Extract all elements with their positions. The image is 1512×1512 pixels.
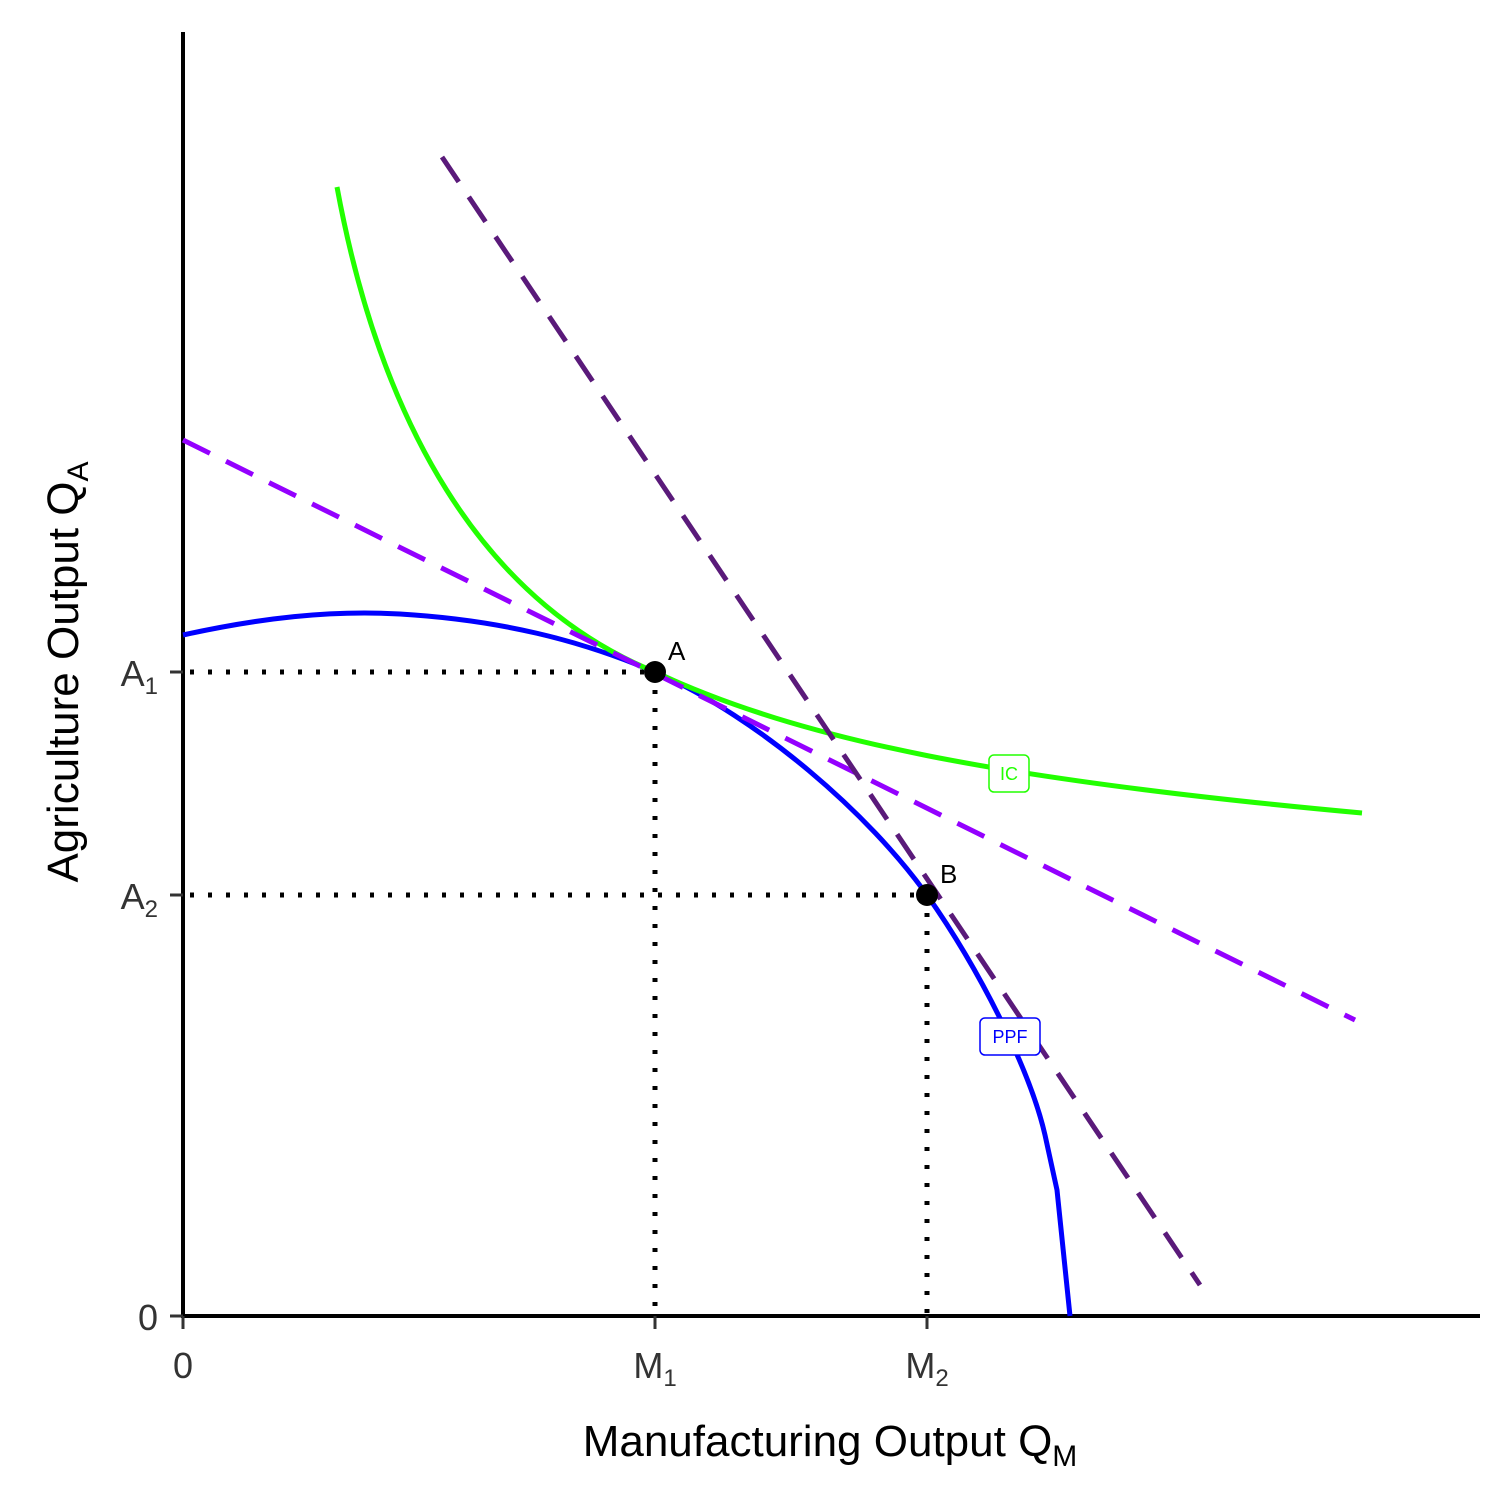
curve-label: PPF (992, 1027, 1027, 1047)
tick-text: A (121, 653, 145, 694)
x-tick-label: M1 (633, 1345, 676, 1392)
y-tick-label: 0 (138, 1297, 158, 1338)
tick-sub: 1 (663, 1365, 676, 1392)
title-text: Agriculture Output Q (39, 481, 88, 882)
point-label: B (940, 859, 957, 889)
tick-sub: 1 (145, 673, 158, 700)
y-tick-label: A1 (121, 653, 158, 700)
point-a (644, 661, 666, 683)
ic-curve (334, 186, 1363, 816)
x-tick-label: M2 (905, 1345, 948, 1392)
label-box (979, 1017, 1041, 1056)
tick-text: M (633, 1345, 663, 1386)
x-tick-label: 0 (173, 1345, 193, 1386)
curve-label: IC (1000, 764, 1018, 784)
point-label: A (668, 636, 686, 666)
tick-text: 0 (138, 1297, 158, 1338)
x-axis-title: Manufacturing Output QM (583, 1417, 1078, 1473)
tick-sub: 2 (935, 1365, 948, 1392)
title-sub: A (62, 461, 95, 481)
point-b (916, 884, 938, 906)
tick-text: M (905, 1345, 935, 1386)
tick-text: A (121, 876, 145, 917)
y-tick-label: A2 (121, 876, 158, 923)
price-line-2 (439, 155, 1203, 1287)
price-line-1 (181, 437, 1357, 1023)
label-box (988, 754, 1030, 793)
tick-text: 0 (173, 1345, 193, 1386)
guides (190, 669, 930, 1316)
title-text: Manufacturing Output Q (583, 1417, 1053, 1466)
tick-marks (170, 670, 929, 1329)
tick-sub: 2 (145, 896, 158, 923)
y-axis-title: Agriculture Output QA (39, 461, 95, 882)
title-sub: M (1052, 1440, 1077, 1473)
ppf-curve (182, 610, 1073, 1317)
